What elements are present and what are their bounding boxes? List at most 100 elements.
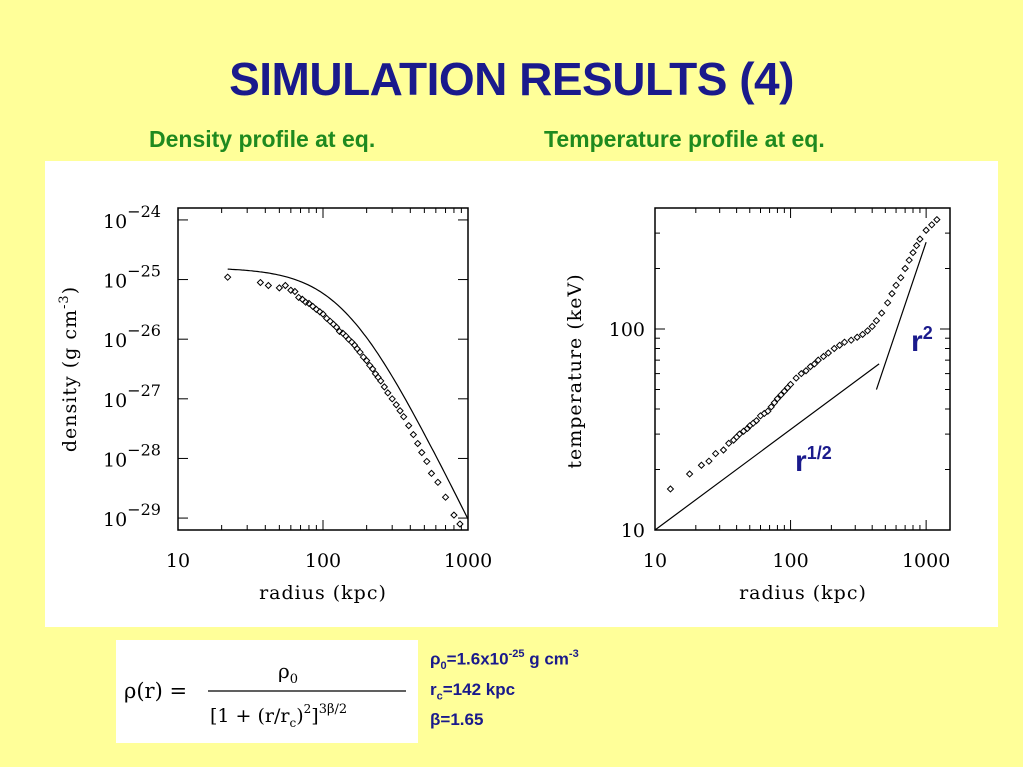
density-x-tick-label: 1000	[444, 550, 492, 572]
density-x-axis-label: radius (kpc)	[259, 582, 387, 604]
density-point	[414, 439, 422, 448]
temperature-point	[840, 338, 849, 346]
temperature-point	[909, 248, 917, 257]
density-point	[456, 520, 464, 528]
temperature-point	[705, 457, 713, 465]
temperature-point	[824, 349, 833, 357]
temperature-point	[830, 344, 838, 353]
temperature-point	[777, 391, 785, 399]
density-point	[404, 421, 413, 430]
density-y-tick-label: 10−27	[103, 381, 161, 412]
density-point	[326, 317, 334, 326]
density-point	[316, 308, 324, 316]
temperature-point	[770, 398, 779, 407]
temperature-point	[877, 309, 886, 317]
temperature-point	[863, 327, 872, 335]
density-point	[380, 383, 389, 391]
temperature-point	[743, 424, 752, 433]
temperature-x-tick-labels: 10 100 1000	[643, 550, 950, 572]
temperature-ticks	[654, 207, 950, 531]
temperature-point	[729, 436, 738, 444]
density-point	[392, 401, 400, 409]
temperature-y-tick-label: 100	[609, 319, 645, 341]
temperature-point	[905, 256, 913, 264]
temperature-point	[916, 235, 924, 243]
density-point	[359, 353, 368, 361]
density-plot-frame	[177, 207, 469, 531]
density-y-axis-label: density (g cm-3)	[57, 286, 81, 452]
density-point	[281, 281, 290, 290]
temperature-point	[901, 264, 909, 273]
density-point	[335, 327, 344, 336]
density-y-tick-label: 10−29	[103, 500, 161, 531]
density-point	[287, 286, 295, 294]
formula-lhs: ρ(r) =	[124, 679, 187, 703]
temperature-plot-frame	[654, 207, 951, 531]
density-point	[295, 293, 303, 302]
density-point	[291, 287, 299, 296]
temperature-point	[792, 374, 800, 382]
density-point	[305, 299, 313, 308]
temperature-point	[897, 273, 905, 282]
beta-model-formula: ρ(r) = ρ0 [1 + (r/rc)2]3β/2	[116, 640, 418, 743]
temperature-x-tick-label: 10	[643, 550, 667, 572]
temperature-point	[888, 289, 896, 298]
slide-title: SIMULATION RESULTS (4)	[229, 53, 794, 105]
temperature-data-points	[666, 215, 941, 493]
temperature-x-tick-label: 100	[772, 550, 808, 572]
density-point	[423, 457, 431, 466]
temperature-point	[858, 330, 867, 339]
temperature-point	[853, 333, 861, 341]
param-rho0: ρ0=1.6x10-25 g cm-3	[430, 648, 579, 673]
density-point	[388, 395, 396, 403]
density-y-tick-label: 10−24	[103, 202, 161, 233]
temperature-point	[802, 367, 810, 375]
density-x-tick-labels: 10 100 1000	[166, 550, 492, 572]
temperature-subtitle: Temperature profile at eq.	[544, 126, 825, 152]
density-point	[427, 469, 436, 478]
density-ticks	[177, 208, 468, 530]
slope-line	[654, 363, 880, 531]
temperature-point	[756, 412, 765, 420]
plots-svg: 10−24 10−25 10−26 10−27 10−28 10−29 10 100 1000…	[57, 202, 951, 604]
plots-panel: 10−24 10−25 10−26 10−27 10−28 10−29 10 100 1000…	[45, 161, 998, 627]
temperature-point	[912, 241, 921, 250]
density-x-tick-label: 10	[166, 550, 190, 572]
temperature-point	[797, 369, 806, 378]
density-point	[275, 284, 284, 292]
r-squared-annotation: r2	[911, 323, 933, 358]
slope-line	[875, 241, 927, 390]
temperature-point	[928, 221, 936, 229]
formula-denominator: [1 + (r/rc)2]3β/2	[210, 702, 347, 730]
density-point	[434, 478, 442, 487]
density-point	[223, 273, 232, 281]
density-point	[374, 373, 382, 382]
temperature-point	[892, 281, 900, 290]
temperature-point	[760, 409, 768, 418]
density-point	[368, 365, 377, 373]
formula-svg: ρ(r) = ρ0 [1 + (r/rc)2]3β/2	[124, 659, 406, 730]
density-chart: 10−24 10−25 10−26 10−27 10−28 10−29 10 100 1000…	[57, 202, 492, 604]
r-half-annotation: r1/2	[795, 443, 832, 478]
fit-parameters: ρ0=1.6x10-25 g cm-3 rc=142 kpc β=1.65	[430, 644, 579, 731]
param-rc: rc=142 kpc	[430, 680, 516, 703]
temperature-point	[773, 395, 782, 403]
density-fit-line	[227, 268, 469, 520]
temperature-point	[767, 403, 775, 411]
density-point	[256, 278, 265, 287]
density-point	[396, 407, 404, 415]
temperature-point	[847, 336, 855, 344]
density-point	[353, 345, 361, 353]
slope-reference-lines	[654, 241, 927, 531]
temperature-point	[685, 470, 694, 478]
density-point	[399, 412, 408, 421]
density-point	[264, 281, 273, 290]
temperature-point	[786, 380, 795, 389]
temperature-point	[697, 461, 706, 469]
temperature-chart: 10 100 10 100 1000 radius (kpc) temperature…	[564, 207, 951, 604]
temperature-point	[868, 322, 876, 331]
temperature-point	[764, 407, 772, 415]
density-point	[329, 320, 338, 328]
density-point	[384, 389, 392, 397]
temperature-point	[752, 416, 761, 425]
